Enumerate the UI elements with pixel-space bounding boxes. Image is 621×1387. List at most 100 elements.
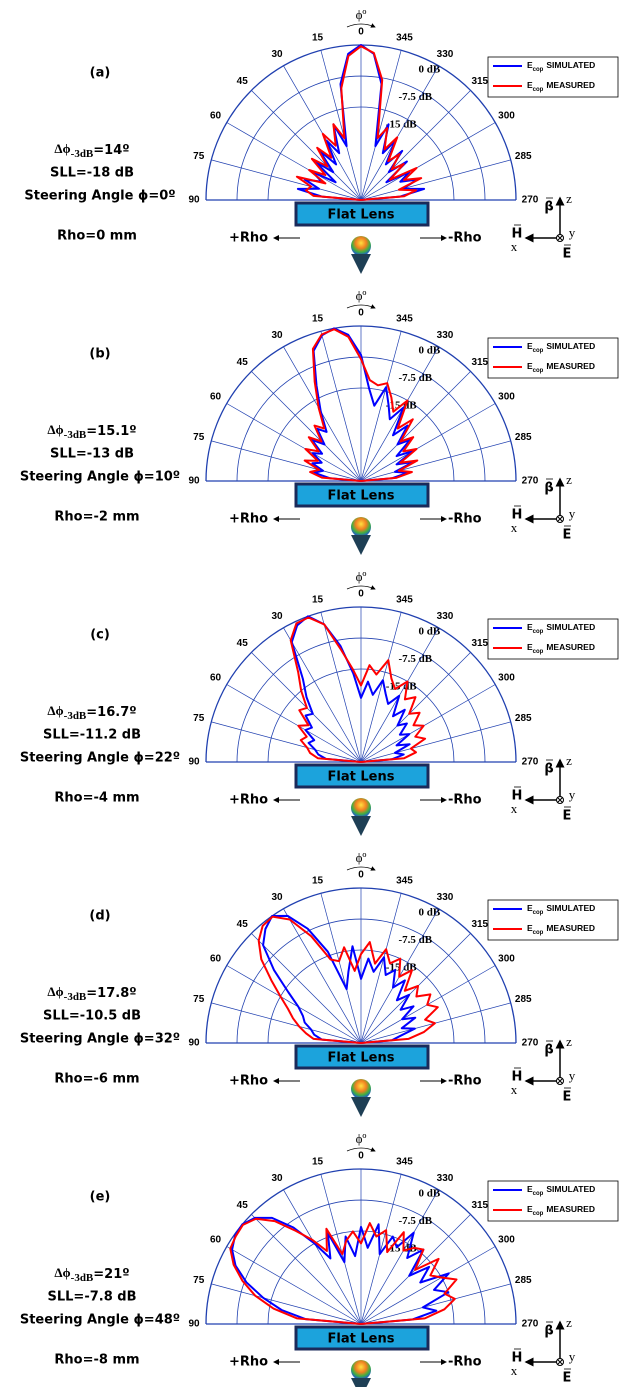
beamwidth-sub: -3dB xyxy=(64,429,87,441)
angle-arrow xyxy=(346,23,376,28)
spoke xyxy=(283,65,362,201)
beamwidth: Δϕ-3dB=15.1º xyxy=(47,422,136,441)
r-tick-label: 0 dB xyxy=(419,906,441,918)
angle-label: 315 xyxy=(471,357,488,368)
minus-rho: -Rho xyxy=(448,1074,482,1089)
feed-horn xyxy=(351,816,371,836)
spoke xyxy=(226,122,362,201)
angle-label: 90 xyxy=(188,757,200,768)
beamwidth-symbol: Δϕ xyxy=(47,422,63,437)
plus-rho: +Rho xyxy=(229,1074,268,1089)
minus-rho: -Rho xyxy=(448,793,482,808)
r-tick-label: -15 dB xyxy=(386,119,418,131)
beamwidth-sub: -3dB xyxy=(71,148,94,160)
r-tick-label: 0 dB xyxy=(419,625,441,637)
legend-entry: Ecop MEASURED xyxy=(527,361,595,373)
lens-label: Flat Lens xyxy=(328,770,395,785)
angle-label: 90 xyxy=(188,1038,200,1049)
angle-label: 15 xyxy=(312,875,324,886)
angle-title: ϕº xyxy=(356,288,367,303)
sll: SLL=-11.2 dB xyxy=(43,728,141,743)
angle-label: 30 xyxy=(271,49,283,60)
angle-title: ϕº xyxy=(356,850,367,865)
spoke xyxy=(320,331,362,482)
e-label: E xyxy=(563,1371,572,1386)
steering: Steering Angle ϕ=48º xyxy=(20,1313,180,1328)
legend-name: SIMULATED xyxy=(546,60,595,70)
x-label: x xyxy=(511,1363,518,1378)
feed-ball xyxy=(351,798,371,818)
h-label: H xyxy=(512,227,523,242)
r-tick-label: -7.5 dB xyxy=(398,934,432,946)
pattern-curve xyxy=(257,915,439,1044)
angle-label: 285 xyxy=(515,1275,532,1286)
panel-label: (c) xyxy=(90,628,110,643)
lens xyxy=(294,1325,430,1351)
rho: Rho=-6 mm xyxy=(54,1072,139,1087)
angle-label: 270 xyxy=(522,1319,539,1330)
spoke xyxy=(360,1189,439,1325)
legend-name: MEASURED xyxy=(546,923,595,933)
pattern-curve xyxy=(289,616,427,763)
legend-name: MEASURED xyxy=(546,642,595,652)
angle-label: 60 xyxy=(210,1235,222,1246)
x-label: x xyxy=(511,801,518,816)
plus-rho: +Rho xyxy=(229,512,268,527)
angle-label: 330 xyxy=(437,611,454,622)
spoke xyxy=(226,684,362,763)
angle-label: 345 xyxy=(396,1156,413,1167)
angle-label: 90 xyxy=(188,195,200,206)
spoke xyxy=(283,627,362,763)
angle-arrow xyxy=(346,866,376,871)
spoke xyxy=(251,1214,362,1325)
angle-label: 90 xyxy=(188,1319,200,1330)
angle-label: 285 xyxy=(515,994,532,1005)
steering: Steering Angle ϕ=32º xyxy=(20,1032,180,1047)
beamwidth-value: =17.8º xyxy=(86,986,136,1001)
legend-sub: cop xyxy=(533,348,544,354)
r-tick-label: -7.5 dB xyxy=(398,1215,432,1227)
legend-entry: Ecop MEASURED xyxy=(527,642,595,654)
beta-label: β xyxy=(544,200,553,215)
angle-label: 15 xyxy=(312,32,324,43)
sll: SLL=-18 dB xyxy=(50,166,134,181)
spoke xyxy=(360,933,471,1044)
legend-name: SIMULATED xyxy=(546,622,595,632)
angle-label: 45 xyxy=(237,76,249,87)
angle-label: 330 xyxy=(437,892,454,903)
angle-label: 15 xyxy=(312,313,324,324)
feed-ball xyxy=(351,236,371,256)
sll: SLL=-10.5 dB xyxy=(43,1009,141,1024)
x-label: x xyxy=(511,1082,518,1097)
spoke xyxy=(283,908,362,1044)
e-label: E xyxy=(563,247,572,262)
angle-label: 330 xyxy=(437,49,454,60)
angle-label: 30 xyxy=(271,330,283,341)
angle-label: 300 xyxy=(498,673,515,684)
feed-horn xyxy=(351,1097,371,1117)
angle-label: 285 xyxy=(515,151,532,162)
feed-horn xyxy=(351,1378,371,1387)
r-tick-label: -7.5 dB xyxy=(398,372,432,384)
spoke xyxy=(320,1174,362,1325)
angle-title: ϕº xyxy=(356,1131,367,1146)
feed-horn xyxy=(351,254,371,274)
legend-sub: cop xyxy=(533,67,544,73)
angle-label: 15 xyxy=(312,1156,324,1167)
spoke xyxy=(360,1246,496,1325)
legend-box xyxy=(487,56,619,98)
angle-label: 75 xyxy=(193,151,205,162)
spoke xyxy=(360,90,471,201)
z-label: z xyxy=(566,191,572,206)
angle-label: 315 xyxy=(471,638,488,649)
y-label: y xyxy=(569,225,576,240)
y-label: y xyxy=(569,506,576,521)
pattern-curve xyxy=(303,328,419,482)
beamwidth-symbol: Δϕ xyxy=(47,703,63,718)
angle-label: 45 xyxy=(237,638,249,649)
legend-entry: Ecop SIMULATED xyxy=(527,622,595,634)
spoke xyxy=(360,721,511,763)
lens xyxy=(294,482,430,508)
angle-label: 75 xyxy=(193,1275,205,1286)
